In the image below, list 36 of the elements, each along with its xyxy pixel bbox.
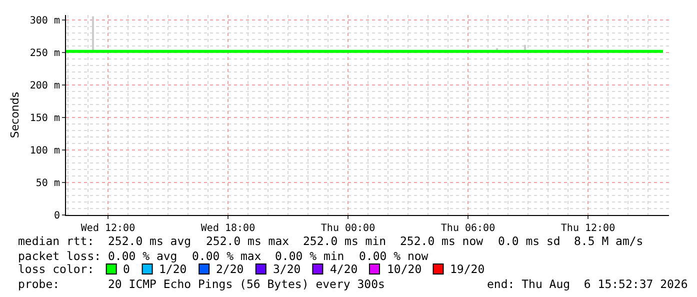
text: 0.00 % max [192, 249, 262, 263]
legend-label: 0 [123, 262, 130, 276]
legend-label: 10/20 [387, 262, 422, 276]
text: 20 ICMP Echo Pings (56 Bytes) every 300s [108, 277, 385, 291]
y-tick-label: 150 m [30, 113, 60, 124]
y-tick-label: 100 m [30, 146, 60, 157]
text: median rtt: [18, 234, 94, 248]
x-tick-label: Wed 12:00 [80, 223, 136, 234]
legend-label: 19/20 [450, 262, 485, 276]
text: 252.0 ms avg [108, 234, 192, 248]
y-axis-title: Seconds [8, 92, 22, 138]
text: 0.00 % min [275, 249, 344, 263]
text: 252.0 ms min [303, 234, 386, 248]
x-tick-label: Thu 00:00 [320, 223, 376, 234]
legend-label: 3/20 [273, 262, 301, 276]
y-tick-label: 250 m [30, 48, 60, 60]
text: 8.5 M am/s [574, 234, 644, 248]
text: 0.0 ms sd [498, 234, 560, 248]
legend-title: loss color: [18, 262, 94, 276]
x-tick-label: Thu 06:00 [440, 223, 496, 234]
y-tick-label: 300 m [30, 16, 60, 27]
text: packet loss: [18, 249, 102, 263]
x-tick-label: Wed 18:00 [200, 223, 256, 234]
y-tick-label: 50 m [36, 178, 60, 190]
text: 252.0 ms now [400, 234, 484, 248]
text: 0.00 % avg [108, 249, 178, 263]
legend-label: 4/20 [330, 262, 358, 276]
legend-label: 2/20 [216, 262, 244, 276]
text: end: Thu Aug 6 15:52:37 2026 [487, 277, 688, 291]
y-tick-label: 200 m [30, 80, 60, 92]
text: probe: [18, 277, 60, 291]
x-tick-label: Thu 12:00 [560, 223, 616, 234]
legend-label: 1/20 [159, 262, 187, 276]
text: 252.0 ms max [206, 234, 290, 248]
text: 0.00 % now [359, 249, 428, 263]
y-tick-label: 0 [54, 210, 60, 222]
